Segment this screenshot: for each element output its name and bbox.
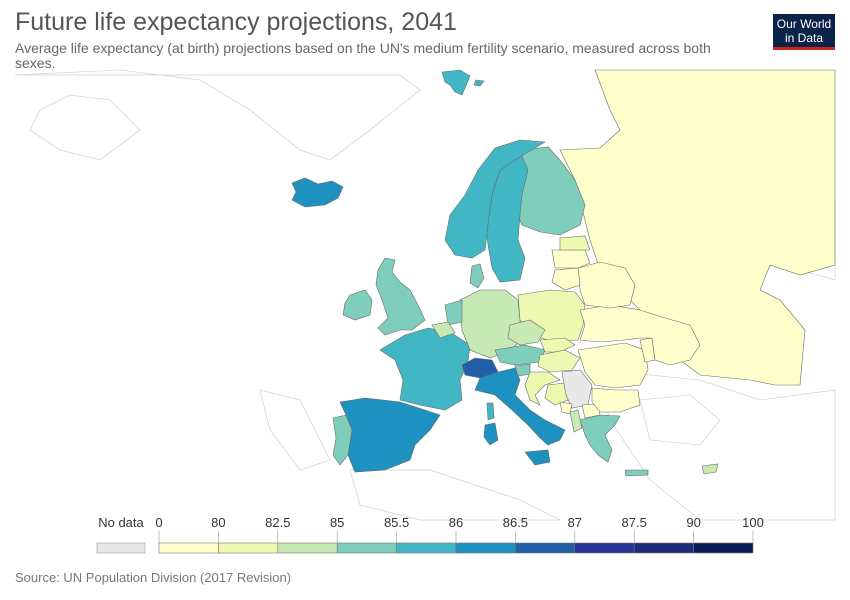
countries-layer — [291, 69, 836, 477]
country-latvia[interactable] — [551, 249, 591, 269]
chart-title: Future life expectancy projections, 2041 — [15, 8, 457, 36]
legend-threshold-label: 86 — [449, 515, 463, 530]
legend-swatch — [574, 542, 635, 554]
legend-swatch — [633, 542, 694, 554]
legend-swatch — [396, 542, 457, 554]
legend-threshold-label: 87.5 — [622, 515, 647, 530]
legend-swatch — [515, 542, 576, 554]
country-denmark[interactable] — [469, 263, 485, 289]
country-russia[interactable] — [559, 69, 836, 386]
country-corsica[interactable] — [486, 402, 495, 421]
country-portugal[interactable] — [332, 414, 353, 466]
country-albania[interactable] — [569, 409, 583, 433]
legend-threshold-label: 82.5 — [265, 515, 290, 530]
legend-swatch — [218, 542, 279, 554]
country-spain[interactable] — [339, 397, 441, 473]
country-bulgaria[interactable] — [591, 387, 641, 413]
country-greece[interactable] — [579, 414, 621, 463]
legend-threshold-label: 85 — [330, 515, 344, 530]
country-iceland[interactable] — [291, 177, 344, 208]
source-note: Source: UN Population Division (2017 Rev… — [15, 570, 292, 585]
legend-threshold-label: 80 — [211, 515, 225, 530]
legend-threshold-label: 100 — [742, 515, 764, 530]
legend-threshold-label: 86.5 — [503, 515, 528, 530]
country-belarus[interactable] — [577, 261, 636, 309]
legend-threshold-label: 87 — [568, 515, 582, 530]
country-czechia[interactable] — [507, 319, 546, 346]
country-hungary[interactable] — [537, 349, 581, 373]
legend-threshold-label: 90 — [686, 515, 700, 530]
country-slovakia[interactable] — [539, 337, 576, 353]
country-estonia[interactable] — [559, 235, 591, 251]
country-slovenia[interactable] — [514, 363, 531, 377]
logo-line-2: in Data — [784, 31, 824, 45]
country-svalbard[interactable] — [441, 69, 471, 96]
legend-no-data-swatch — [96, 542, 146, 554]
country-ukraine[interactable] — [579, 304, 701, 366]
country-uk[interactable] — [375, 257, 426, 336]
legend-swatch — [277, 542, 338, 554]
logo-line-1: Our World — [776, 17, 832, 31]
country-belgium[interactable] — [431, 321, 456, 339]
country-netherlands[interactable] — [444, 299, 463, 326]
country-france[interactable] — [379, 327, 471, 411]
country-croatia[interactable] — [524, 371, 561, 406]
legend-swatch — [336, 542, 397, 554]
country-cyprus[interactable] — [701, 463, 719, 475]
country-lithuania[interactable] — [551, 267, 581, 291]
country-sicily[interactable] — [524, 449, 551, 466]
country-crete[interactable] — [624, 469, 649, 477]
country-romania[interactable] — [577, 342, 649, 389]
country-ireland[interactable] — [342, 289, 373, 321]
legend-no-data-label: No data — [98, 515, 144, 530]
chart-subtitle: Average life expectancy (at birth) proje… — [15, 40, 711, 71]
country-norway[interactable] — [444, 139, 546, 259]
legend-swatch — [693, 542, 754, 554]
legend-threshold-label: 0 — [155, 515, 162, 530]
legend-swatch — [158, 542, 219, 554]
legend-threshold-label: 85.5 — [384, 515, 409, 530]
country-sardinia[interactable] — [483, 422, 499, 446]
country-svalbard-small[interactable] — [473, 79, 485, 87]
legend: No data 0 80 82.5 85 85.5 86 86.5 87 87.5 90 100 — [96, 515, 764, 554]
country-montenegro[interactable] — [559, 401, 573, 415]
owid-logo[interactable]: Our World in Data — [773, 14, 835, 50]
legend-swatch — [455, 542, 516, 554]
